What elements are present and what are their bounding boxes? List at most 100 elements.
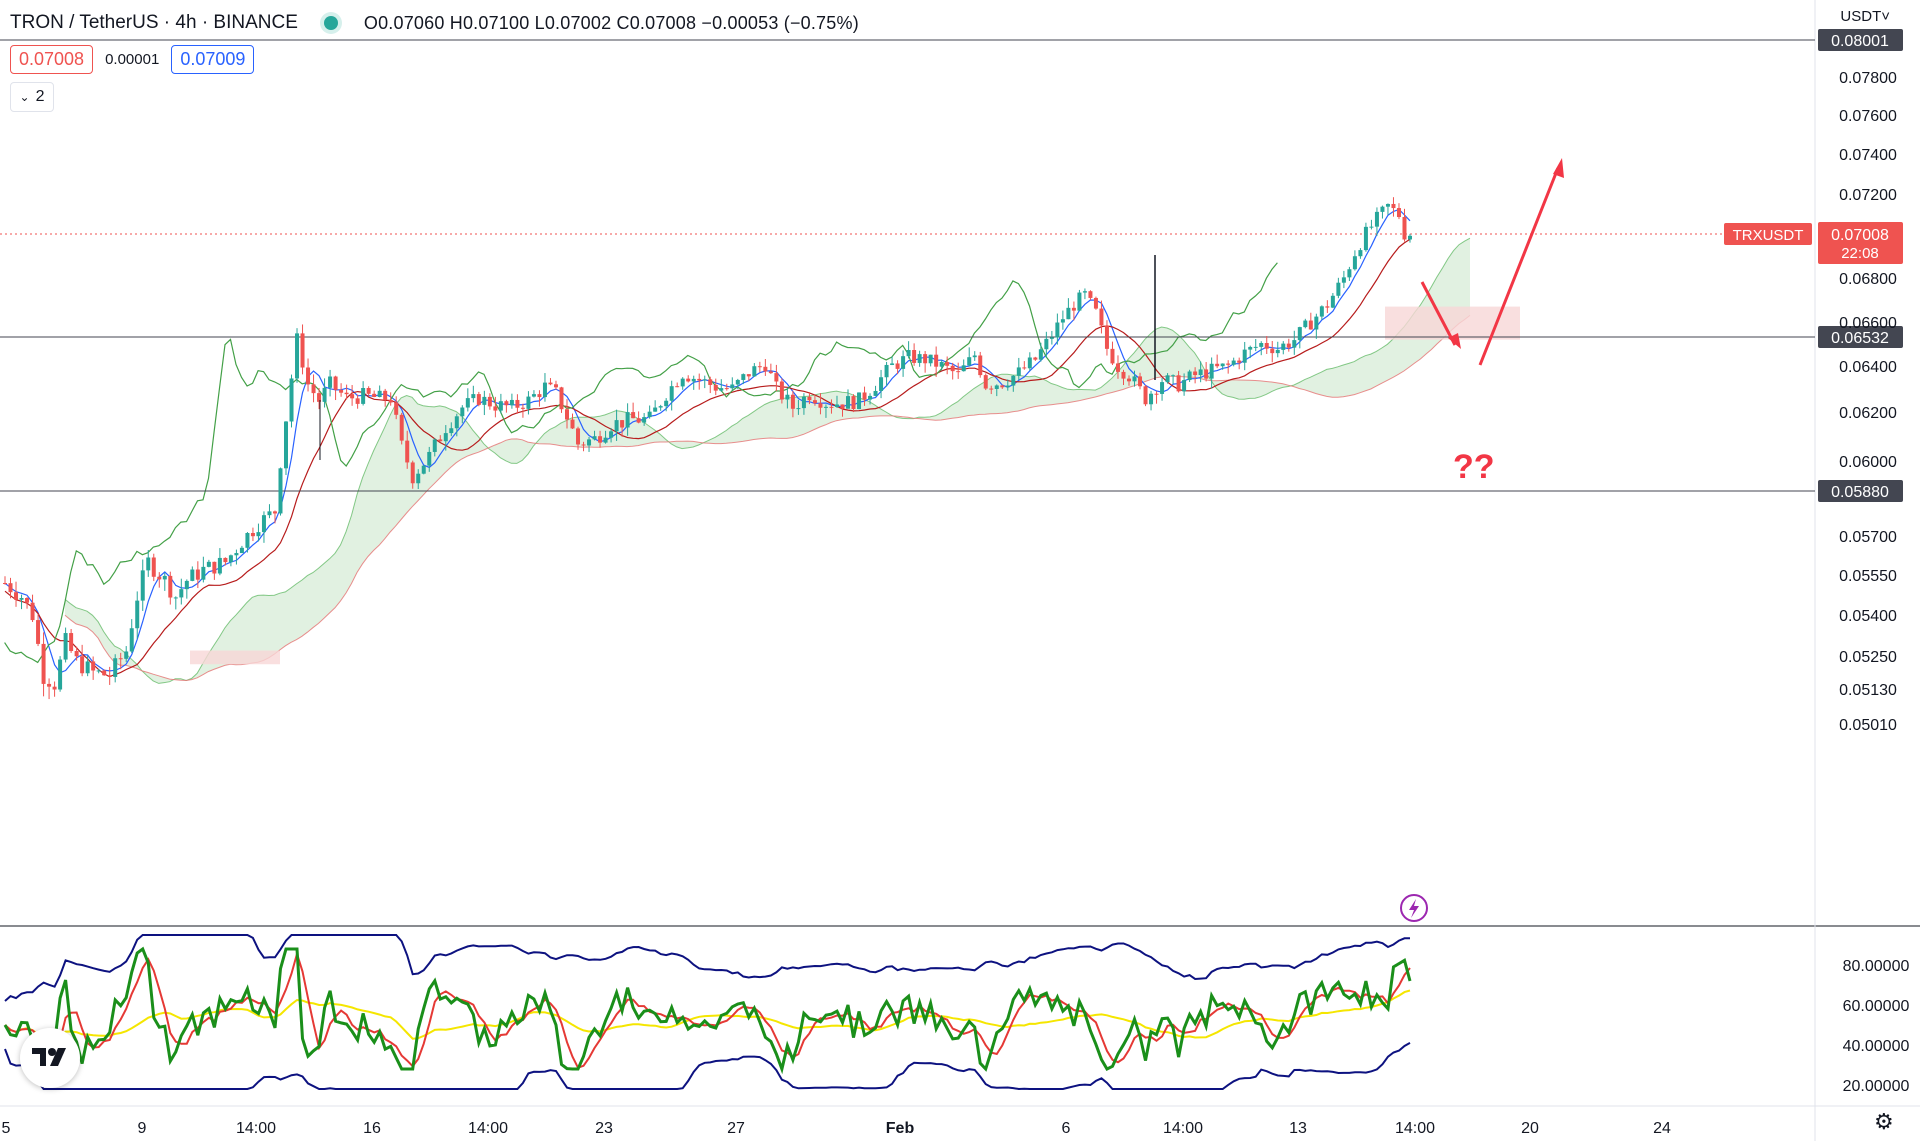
candle [994,384,999,397]
y-tick-label: 0.05130 [1839,682,1897,699]
candle [912,343,917,366]
candle [1396,203,1401,220]
candle [1138,372,1143,390]
candle [587,437,592,452]
candle [1325,300,1330,314]
candle [361,381,366,406]
symbol-title[interactable]: TRON / TetherUS · 4h · BINANCE [10,12,298,33]
up-arrow-head [1553,158,1564,178]
candle [1165,373,1170,384]
candle [1005,379,1010,391]
indicators-toggle-button[interactable]: ⌄ 2 [10,82,54,112]
candle [1088,290,1093,301]
level-price-tag [1818,326,1903,348]
level-price-tag [1818,480,1903,502]
candle [195,561,200,589]
candle [493,396,498,418]
candle [576,426,581,450]
conversion-line [4,208,1411,674]
candle [162,572,167,591]
candle [746,374,751,382]
buy-price-button[interactable]: 0.07009 [171,44,255,74]
candle [686,375,691,383]
settings-gear-icon[interactable]: ⚙ [1874,1109,1894,1134]
candle [1121,369,1126,386]
candle [592,430,597,441]
candle [129,619,134,654]
candle [58,656,63,692]
candle [168,571,173,605]
candle [272,510,277,524]
candle [135,591,140,639]
candle [1171,374,1176,384]
level-price-label: 0.05880 [1831,484,1889,501]
y-tick-label: 0.06400 [1839,359,1897,376]
candle [757,361,762,373]
candle [708,376,713,394]
candle [1193,367,1198,384]
candle [344,384,349,400]
candle [118,652,123,670]
rsi-lower-band [4,1042,1411,1091]
candle [972,351,977,361]
candle [1314,313,1319,339]
x-tick-label: 16 [363,1120,381,1137]
candle [410,460,415,489]
candle [113,654,118,683]
candle [884,361,889,387]
y-tick-label: 0.05010 [1839,717,1897,734]
candle [25,597,30,609]
candle [454,413,459,437]
candle [1099,300,1104,334]
candle [1363,222,1368,252]
candle [983,373,988,391]
candle [642,413,647,426]
candle [179,578,184,605]
candle [1281,341,1286,355]
candle [1187,369,1192,382]
candle [967,347,972,367]
span-a [64,237,1471,684]
rsi-tick-label: 80.00000 [1843,958,1910,975]
candle [1027,352,1032,371]
candle [278,467,283,516]
candle [515,394,520,414]
down-arrow-head [1448,333,1461,349]
candle [818,393,823,415]
candle [366,386,371,396]
candle [1049,330,1054,345]
candle [581,441,586,452]
candle [1391,197,1396,217]
candle [675,382,680,388]
span-b [64,315,1471,682]
candle [520,403,525,418]
candle [1242,341,1247,371]
candle [74,646,79,661]
base-line [4,238,1411,678]
candle [1292,330,1297,355]
candle [1330,293,1335,309]
currency-selector[interactable]: USDT˅ [1840,8,1890,25]
sell-price-button[interactable]: 0.07008 [10,44,94,74]
x-tick-label: 14:00 [468,1120,508,1137]
candle [978,351,983,378]
candle [1149,390,1154,411]
candle [1275,341,1280,358]
market-status-icon[interactable] [323,16,338,30]
candle [173,596,178,610]
rsi-upper-band [4,934,1411,1002]
candle [1066,298,1071,320]
down-arrow-line [1420,281,1457,346]
candle [295,328,300,383]
tradingview-logo-icon[interactable] [20,1028,80,1088]
candle [8,577,13,599]
candle [1347,266,1352,282]
candle [625,403,630,436]
candle [653,400,658,412]
candle [631,402,636,419]
candle [184,579,189,599]
candle [69,628,74,653]
candle [1143,385,1148,407]
candle [212,561,217,580]
